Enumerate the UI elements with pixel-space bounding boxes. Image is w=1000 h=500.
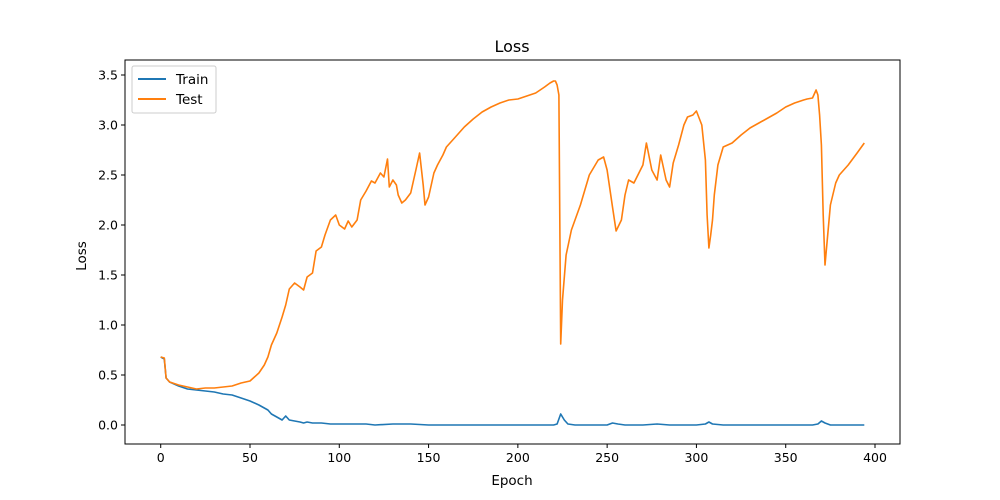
legend-test-label: Test xyxy=(175,92,203,108)
x-tick-label: 400 xyxy=(863,450,887,465)
y-tick-label: 0.5 xyxy=(98,368,118,383)
x-tick-label: 300 xyxy=(684,450,708,465)
y-tick-label: 0.0 xyxy=(98,418,118,433)
y-axis-label: Loss xyxy=(74,241,90,271)
x-tick-label: 0 xyxy=(157,450,165,465)
y-tick-label: 2.5 xyxy=(98,168,118,183)
y-tick-label: 2.0 xyxy=(98,218,118,233)
y-tick-label: 3.5 xyxy=(98,68,118,83)
y-tick-label: 3.0 xyxy=(98,118,118,133)
x-tick-label: 350 xyxy=(774,450,798,465)
x-tick-label: 250 xyxy=(595,450,619,465)
y-tick-label: 1.0 xyxy=(98,318,118,333)
legend: Train Test xyxy=(131,65,217,114)
legend-frame xyxy=(131,65,217,114)
series-line-train xyxy=(160,356,865,426)
plot-frame xyxy=(124,59,901,445)
series-line-test xyxy=(160,80,865,390)
x-tick-label: 200 xyxy=(506,450,530,465)
y-tick-label: 1.5 xyxy=(98,268,118,283)
x-tick-label: 100 xyxy=(327,450,351,465)
x-tick-label: 150 xyxy=(417,450,441,465)
x-axis-label: Epoch xyxy=(491,473,532,489)
chart-title: Loss xyxy=(494,37,529,56)
x-tick-label: 50 xyxy=(242,450,258,465)
legend-train-label: Train xyxy=(175,72,208,88)
plot-area: 0 50 100 150 200 250 300 350 400 0.0 0.5 1.0 1.5 2.0 2… xyxy=(98,59,901,465)
